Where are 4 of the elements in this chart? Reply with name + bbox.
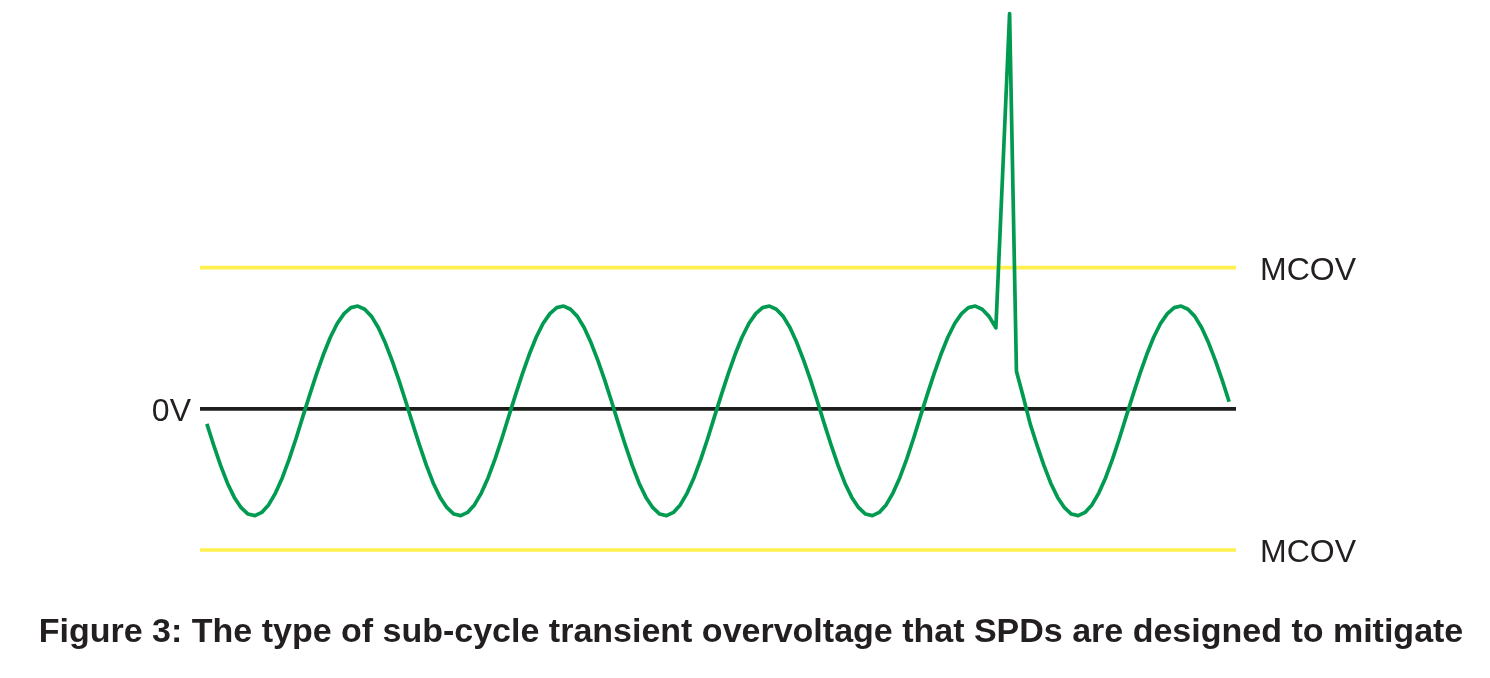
ref-line-label: 0V [151, 391, 192, 428]
ref-line-label: MCOV [1260, 533, 1357, 569]
text: Figure 3: The type of sub-cycle transient overvoltage that SPDs are designed to mitigate [38, 611, 1464, 649]
ref-line-label: MCOV [1260, 250, 1357, 287]
